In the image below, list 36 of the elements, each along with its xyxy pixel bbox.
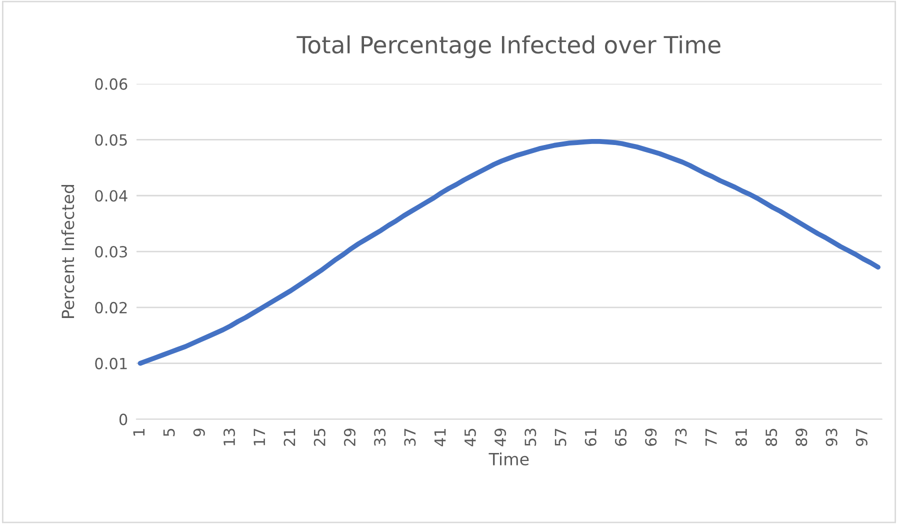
x-tick-label: 1: [133, 428, 144, 436]
x-tick-label: 65: [614, 428, 627, 446]
x-tick-label: 45: [464, 428, 476, 446]
x-tick-label: 5: [163, 428, 175, 436]
x-tick-label: 9: [193, 428, 205, 436]
y-tick-label: 0.01: [95, 358, 127, 370]
x-tick-label: 81: [735, 428, 747, 446]
x-tick-label: 69: [645, 428, 657, 446]
y-tick-label: 0.04: [95, 190, 128, 202]
x-tick-label: 61: [584, 428, 596, 446]
x-tick-label: 93: [826, 428, 838, 446]
y-tick-label: 0.06: [95, 78, 128, 90]
y-tick-label: 0: [119, 414, 128, 426]
y-tick-label: 0.03: [95, 246, 127, 258]
x-tick-label: 13: [223, 428, 236, 446]
x-tick-label: 41: [434, 428, 446, 446]
x-axis-title: Time: [488, 452, 529, 466]
y-tick-label: 0.02: [95, 302, 127, 314]
x-tick-label: 49: [494, 428, 506, 446]
x-tick-label: 37: [404, 428, 416, 446]
x-tick-label: 73: [675, 428, 687, 446]
x-tick-label: 33: [374, 428, 386, 446]
chart-title: Total Percentage Infected over Time: [296, 35, 720, 58]
line-series: [138, 138, 880, 366]
x-tick-label: 29: [344, 428, 356, 446]
x-tick-label: 25: [314, 428, 326, 446]
x-tick-label: 89: [796, 428, 808, 446]
x-tick-label: 85: [766, 428, 778, 446]
x-tick-label: 21: [284, 428, 296, 446]
x-tick-label: 77: [706, 428, 717, 446]
x-tick-label: 97: [856, 428, 868, 446]
y-tick-label: 0.05: [95, 134, 127, 146]
x-tick-label: 17: [254, 428, 265, 446]
x-tick-label: 53: [524, 428, 536, 446]
x-tick-label: 57: [554, 428, 566, 446]
y-axis-title: Percent Infected: [61, 184, 74, 318]
